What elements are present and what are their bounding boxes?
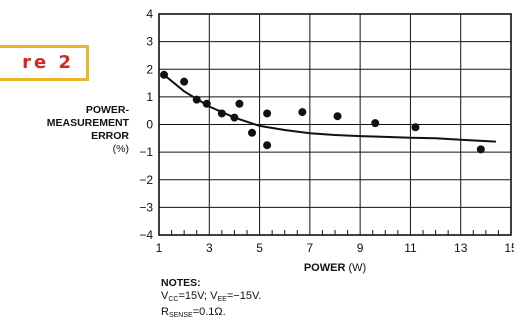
vee-symbol: V <box>210 290 218 302</box>
data-point <box>180 77 189 86</box>
data-point <box>202 99 211 108</box>
rsense-symbol: R <box>161 306 169 318</box>
data-point <box>263 141 272 150</box>
data-point <box>235 99 244 108</box>
notes: NOTES: VCC=15V; VEE=−15V. RSENSE=0.1Ω. <box>161 277 261 322</box>
x-axis-label: POWER (W) <box>304 262 366 274</box>
y-tick-label: 3 <box>146 35 153 49</box>
y-tick-labels: 4 3 2 1 0 −1 −2 −3 −4 <box>139 7 153 242</box>
y-axis-label-line-1: POWER- <box>85 104 129 116</box>
data-point <box>230 113 239 122</box>
vcc-subscript: CC <box>168 296 179 303</box>
x-tick-label: 5 <box>256 241 263 255</box>
rsense-value: =0.1Ω. <box>192 306 226 318</box>
data-point <box>263 109 272 118</box>
x-tick-label: 3 <box>206 241 213 255</box>
x-tick-label: 13 <box>454 241 468 255</box>
data-point <box>476 145 485 154</box>
vcc-value: =15V; <box>178 290 211 302</box>
data-point <box>298 108 307 117</box>
y-tick-label: −3 <box>139 200 153 214</box>
x-axis-unit: (W) <box>345 262 366 274</box>
rsense-subscript: SENSE <box>168 312 193 319</box>
notes-title: NOTES: <box>161 277 201 289</box>
x-tick-label: 1 <box>156 241 163 255</box>
x-axis-label-text: POWER <box>304 262 346 274</box>
data-point <box>248 128 257 137</box>
y-tick-label: −2 <box>139 173 153 187</box>
vee-value: =−15V. <box>226 290 262 302</box>
y-tick-label: −4 <box>139 228 153 242</box>
data-point <box>160 70 169 79</box>
data-point <box>192 95 201 104</box>
fit-line <box>163 74 496 143</box>
vee-subscript: EE <box>217 296 227 303</box>
y-tick-label: 0 <box>146 118 153 132</box>
data-point <box>411 123 420 132</box>
y-axis-label-line-3: ERROR <box>91 130 129 142</box>
vcc-symbol: V <box>161 290 169 302</box>
x-tick-labels: 13579111315 <box>156 241 514 255</box>
data-points <box>160 70 485 154</box>
notes-rsense: RSENSE=0.1Ω. <box>161 306 261 322</box>
x-tick-label: 9 <box>357 241 364 255</box>
x-tick-label: 15 <box>504 241 514 255</box>
y-axis-label: POWER- MEASUREMENT ERROR (%) <box>9 104 129 156</box>
grid-lines <box>159 14 511 235</box>
y-axis-unit: (%) <box>112 143 129 155</box>
figure-label: re 2 <box>0 45 89 81</box>
data-point <box>333 112 342 121</box>
y-tick-label: −1 <box>139 145 153 159</box>
data-point <box>371 119 380 128</box>
y-tick-label: 1 <box>146 90 153 104</box>
notes-voltages: VCC=15V; VEE=−15V. <box>161 290 261 306</box>
y-tick-label: 2 <box>146 62 153 76</box>
y-axis-label-line-2: MEASUREMENT <box>46 117 129 129</box>
x-tick-label: 7 <box>307 241 314 255</box>
y-tick-label: 4 <box>146 7 153 21</box>
minor-ticks <box>171 230 499 235</box>
data-point <box>217 109 226 118</box>
x-tick-label: 11 <box>404 241 417 255</box>
